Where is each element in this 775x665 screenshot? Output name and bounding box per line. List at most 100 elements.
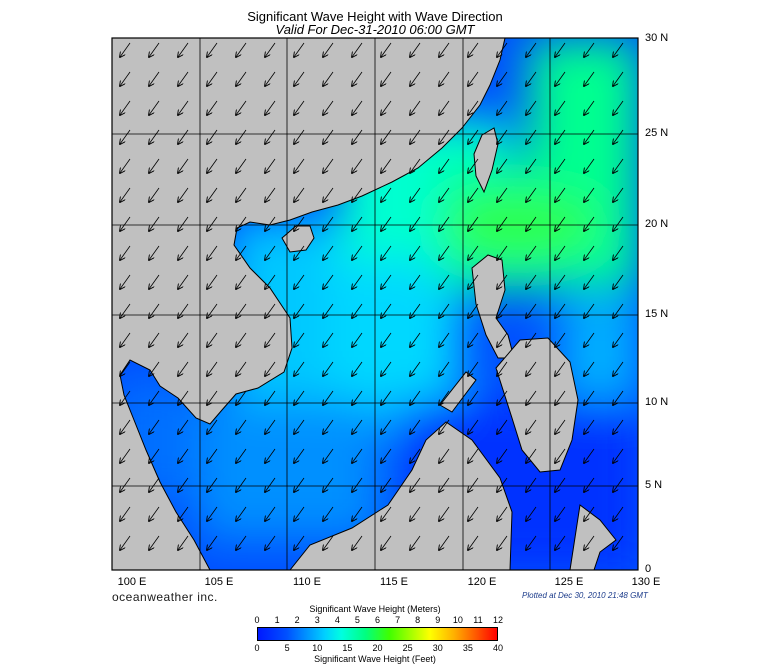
- wave-arrow: [178, 477, 189, 492]
- wave-arrow: [352, 477, 363, 492]
- wave-arrow: [381, 42, 392, 57]
- wave-arrow: [265, 129, 276, 144]
- wave-arrow: [149, 71, 160, 86]
- wave-arrow: [352, 42, 363, 57]
- wave-arrow: [584, 100, 595, 115]
- wave-arrow: [613, 477, 624, 492]
- wave-arrow: [265, 332, 276, 347]
- wave-arrow: [236, 187, 247, 202]
- wave-arrow: [555, 361, 566, 376]
- wave-arrow: [526, 448, 537, 463]
- wave-arrow: [497, 187, 508, 202]
- wave-arrow: [555, 448, 566, 463]
- wave-arrow: [265, 419, 276, 434]
- wave-arrow: [149, 158, 160, 173]
- lon-label-120: 120 E: [467, 576, 497, 588]
- wave-arrow: [526, 274, 537, 289]
- plotted-timestamp: Plotted at Dec 30, 2010 21:48 GMT: [522, 591, 648, 600]
- wave-arrow: [613, 535, 624, 550]
- wave-arrow: [439, 42, 450, 57]
- wave-arrow: [468, 100, 479, 115]
- wave-arrow: [178, 158, 189, 173]
- wave-arrow: [352, 535, 363, 550]
- wave-arrow: [526, 71, 537, 86]
- wave-arrow: [439, 332, 450, 347]
- wave-arrow: [410, 448, 421, 463]
- wave-arrow: [294, 303, 305, 318]
- wave-arrow: [381, 187, 392, 202]
- legend-feet-tick: 30: [432, 643, 443, 653]
- wave-arrow: [439, 274, 450, 289]
- wave-arrow: [439, 129, 450, 144]
- wave-arrow: [236, 129, 247, 144]
- wave-arrow: [207, 216, 218, 231]
- wave-arrow: [497, 71, 508, 86]
- legend-meters-tick: 10: [452, 615, 463, 625]
- wave-arrow: [207, 158, 218, 173]
- wave-arrow: [207, 332, 218, 347]
- wave-arrow: [294, 535, 305, 550]
- wave-arrow: [149, 245, 160, 260]
- lon-label-100: 100 E: [117, 576, 147, 588]
- legend-feet-tick: 20: [372, 643, 383, 653]
- wave-arrow: [555, 216, 566, 231]
- legend-feet-tick: 15: [342, 643, 353, 653]
- legend-meters-tick: 11: [473, 615, 483, 625]
- wave-arrow: [120, 129, 131, 144]
- wave-arrow: [149, 477, 160, 492]
- lat-label-15: 15 N: [645, 308, 669, 320]
- wave-arrow: [178, 506, 189, 521]
- wave-arrow: [294, 361, 305, 376]
- wave-arrow: [497, 158, 508, 173]
- wave-arrow: [323, 129, 334, 144]
- wave-arrow: [207, 390, 218, 405]
- wave-arrow: [497, 361, 508, 376]
- wave-arrow: [497, 448, 508, 463]
- wave-arrow: [584, 187, 595, 202]
- wave-arrow: [526, 361, 537, 376]
- wave-arrow: [468, 129, 479, 144]
- wave-arrow: [178, 129, 189, 144]
- wave-arrow: [584, 448, 595, 463]
- wave-arrow: [526, 129, 537, 144]
- wave-arrow: [439, 390, 450, 405]
- wave-arrow: [236, 158, 247, 173]
- wave-arrow: [236, 535, 247, 550]
- wave-arrow: [236, 332, 247, 347]
- brand-logo-text: oceanweather inc.: [112, 590, 218, 604]
- wave-arrow: [149, 42, 160, 57]
- wave-arrow: [294, 274, 305, 289]
- wave-arrow: [323, 274, 334, 289]
- wave-arrow: [236, 71, 247, 86]
- wave-arrow: [236, 303, 247, 318]
- legend-feet-tick: 25: [402, 643, 413, 653]
- wave-arrow: [410, 477, 421, 492]
- wave-arrow: [323, 448, 334, 463]
- wave-arrow: [120, 506, 131, 521]
- wave-arrow: [236, 448, 247, 463]
- legend-meters-tick: 8: [415, 615, 421, 625]
- wave-arrow: [294, 477, 305, 492]
- wave-arrow: [265, 71, 276, 86]
- wave-arrow: [410, 332, 421, 347]
- wave-arrow: [555, 129, 566, 144]
- wave-arrow: [497, 419, 508, 434]
- wave-arrow: [410, 42, 421, 57]
- wave-arrow: [323, 477, 334, 492]
- wave-arrow: [323, 71, 334, 86]
- lat-label-30: 30 N: [645, 32, 669, 44]
- legend-meters-title: Significant Wave Height (Meters): [309, 604, 441, 614]
- wave-arrow: [178, 42, 189, 57]
- wave-arrow: [207, 535, 218, 550]
- wave-arrow: [149, 535, 160, 550]
- wave-arrow: [149, 129, 160, 144]
- wave-arrow: [381, 477, 392, 492]
- wave-height-colorbar: [257, 627, 498, 641]
- wave-arrow: [555, 42, 566, 57]
- wave-arrow: [120, 477, 131, 492]
- wave-arrow: [120, 390, 131, 405]
- wave-arrow: [178, 332, 189, 347]
- wave-arrow: [352, 100, 363, 115]
- wave-arrow: [265, 477, 276, 492]
- wave-arrow: [294, 100, 305, 115]
